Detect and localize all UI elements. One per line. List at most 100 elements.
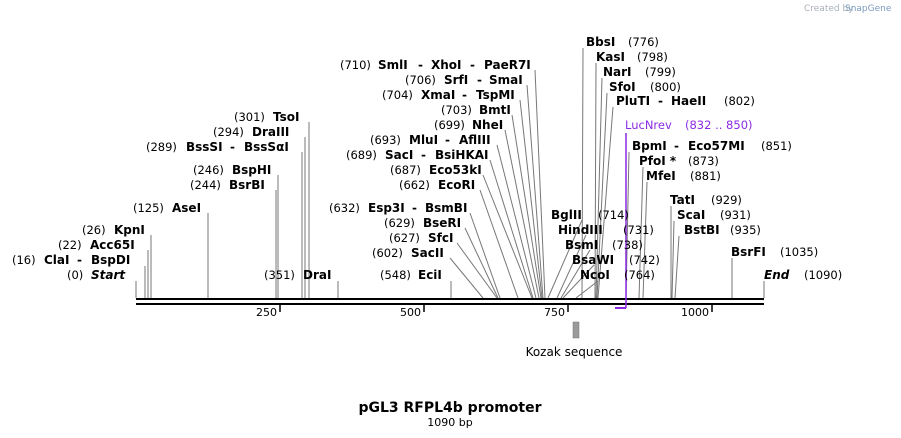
enzyme-asei[interactable]: AseI bbox=[172, 201, 201, 215]
site-connectors bbox=[135, 47, 765, 299]
enzyme-bstbi[interactable]: BstBI bbox=[684, 223, 720, 237]
enzyme-bsssi[interactable]: BssSI bbox=[186, 140, 223, 154]
enzyme-bglii[interactable]: BglII bbox=[551, 208, 582, 222]
enzyme-kasi[interactable]: KasI bbox=[596, 50, 625, 64]
site-pos: (26) bbox=[82, 223, 106, 237]
site-pos: (289) bbox=[146, 140, 177, 154]
enzyme-clai[interactable]: ClaI bbox=[44, 253, 69, 267]
enzyme-bpmi[interactable]: BpmI bbox=[632, 139, 667, 153]
enzyme-pfoi[interactable]: PfoI * bbox=[639, 154, 677, 168]
site-pos: (629) bbox=[384, 216, 415, 230]
enzyme-bsphi[interactable]: BspHI bbox=[232, 163, 271, 177]
kozak-feature-label: Kozak sequence bbox=[526, 345, 623, 359]
enzyme-name-separator: - bbox=[77, 253, 82, 267]
enzyme-draiii[interactable]: DraIII bbox=[252, 125, 289, 139]
enzyme-tati[interactable]: TatI bbox=[670, 193, 695, 207]
primer-name[interactable]: LucNrev bbox=[625, 118, 672, 132]
enzyme-ecori[interactable]: EcoRI bbox=[438, 178, 475, 192]
kozak-feature-box[interactable] bbox=[572, 321, 580, 339]
enzyme-bsrbi[interactable]: BsrBI bbox=[229, 178, 265, 192]
enzyme-name-separator: - bbox=[412, 201, 417, 215]
enzyme-hindiii[interactable]: HindIII bbox=[558, 223, 603, 237]
enzyme-smli[interactable]: SmlI bbox=[378, 58, 408, 72]
enzyme-tsoi[interactable]: TsoI bbox=[273, 110, 299, 124]
enzyme-paer7i[interactable]: PaeR7I bbox=[484, 58, 531, 72]
enzyme-mfei[interactable]: MfeI bbox=[646, 169, 676, 183]
map-length: 1090 bp bbox=[427, 416, 472, 429]
enzyme-mlui[interactable]: MluI bbox=[409, 133, 438, 147]
site-pos: (246) bbox=[193, 163, 224, 177]
map-title: pGL3 RFPL4b promoter bbox=[358, 400, 541, 416]
snapgene-logo-text: SnapGene bbox=[845, 4, 892, 14]
enzyme-drai[interactable]: DraI bbox=[303, 268, 331, 282]
enzyme-srfi[interactable]: SrfI bbox=[444, 73, 468, 87]
site-pos: (662) bbox=[399, 178, 430, 192]
enzyme-bbsi[interactable]: BbsI bbox=[586, 35, 615, 49]
enzyme-sacii[interactable]: SacII bbox=[411, 246, 444, 260]
enzyme-name-separator: - bbox=[674, 139, 679, 153]
enzyme-afliii[interactable]: AflIII bbox=[459, 133, 491, 147]
enzyme-sfoi[interactable]: SfoI bbox=[609, 80, 636, 94]
enzyme-smai[interactable]: SmaI bbox=[489, 73, 523, 87]
site-pos: (742) bbox=[629, 253, 660, 267]
enzyme-tspmi[interactable]: TspMI bbox=[476, 88, 515, 102]
site-pos: (798) bbox=[637, 50, 668, 64]
enzyme-name-separator: - bbox=[658, 94, 663, 108]
enzyme-bsrfi[interactable]: BsrFI bbox=[731, 245, 766, 259]
enzyme-name-separator: - bbox=[477, 73, 482, 87]
enzyme-xhoi[interactable]: XhoI bbox=[431, 58, 462, 72]
enzyme-acc65i[interactable]: Acc65I bbox=[90, 238, 135, 252]
enzyme-bsmi[interactable]: BsmI bbox=[565, 238, 598, 252]
site-pos: (632) bbox=[329, 201, 360, 215]
enzyme-bsihkai[interactable]: BsiHKAI bbox=[435, 148, 489, 162]
enzyme-xmai[interactable]: XmaI bbox=[421, 88, 455, 102]
enzyme-bmti[interactable]: BmtI bbox=[479, 103, 511, 117]
enzyme-saci[interactable]: SacI bbox=[385, 148, 413, 162]
site-pos: (687) bbox=[390, 163, 421, 177]
site-pos: (851) bbox=[761, 139, 792, 153]
site-pos: (1035) bbox=[780, 245, 818, 259]
tick-750: 750 bbox=[544, 306, 565, 319]
enzyme-bspdi[interactable]: BspDI bbox=[91, 253, 130, 267]
enzyme-kpni[interactable]: KpnI bbox=[114, 223, 145, 237]
enzyme-name-separator: - bbox=[421, 148, 426, 162]
site-pos: (881) bbox=[690, 169, 721, 183]
site-pos: (244) bbox=[190, 178, 221, 192]
start-pos: (0) bbox=[67, 268, 83, 282]
site-pos: (873) bbox=[688, 154, 719, 168]
ruler-ticks bbox=[279, 304, 713, 312]
enzyme-bsssai[interactable]: BssSαI bbox=[244, 140, 289, 154]
enzyme-bsawi[interactable]: BsaWI bbox=[572, 253, 614, 267]
site-pos: (802) bbox=[724, 94, 755, 108]
site-pos: (125) bbox=[133, 201, 164, 215]
enzyme-haeii[interactable]: HaeII bbox=[671, 94, 706, 108]
site-pos: (935) bbox=[730, 223, 761, 237]
created-by-text: Created by bbox=[804, 4, 854, 14]
site-pos: (714) bbox=[598, 208, 629, 222]
enzyme-ncoi[interactable]: NcoI bbox=[580, 268, 610, 282]
enzyme-bsmbi[interactable]: BsmBI bbox=[425, 201, 467, 215]
site-pos: (776) bbox=[628, 35, 659, 49]
enzyme-eco57mi[interactable]: Eco57MI bbox=[688, 139, 745, 153]
site-pos: (627) bbox=[389, 231, 420, 245]
site-pos: (931) bbox=[720, 208, 751, 222]
enzyme-beri[interactable]: BseRI bbox=[423, 216, 461, 230]
enzyme-eco53ki[interactable]: Eco53kI bbox=[429, 163, 482, 177]
site-pos: (301) bbox=[234, 110, 265, 124]
enzyme-name-separator: - bbox=[418, 58, 423, 72]
tick-500: 500 bbox=[400, 306, 421, 319]
enzyme-esp3i[interactable]: Esp3I bbox=[368, 201, 405, 215]
site-pos: (731) bbox=[623, 223, 654, 237]
end-label: End bbox=[764, 268, 790, 282]
site-pos: (703) bbox=[441, 103, 472, 117]
site-pos: (799) bbox=[645, 65, 676, 79]
site-pos: (800) bbox=[650, 80, 681, 94]
enzyme-nhei[interactable]: NheI bbox=[472, 118, 503, 132]
enzyme-scai[interactable]: ScaI bbox=[677, 208, 705, 222]
enzyme-ecii[interactable]: EciI bbox=[418, 268, 442, 282]
enzyme-pluti[interactable]: PluTI bbox=[616, 94, 650, 108]
enzyme-name-separator: - bbox=[470, 58, 475, 72]
enzyme-nari[interactable]: NarI bbox=[603, 65, 632, 79]
enzyme-sfci[interactable]: SfcI bbox=[428, 231, 453, 245]
